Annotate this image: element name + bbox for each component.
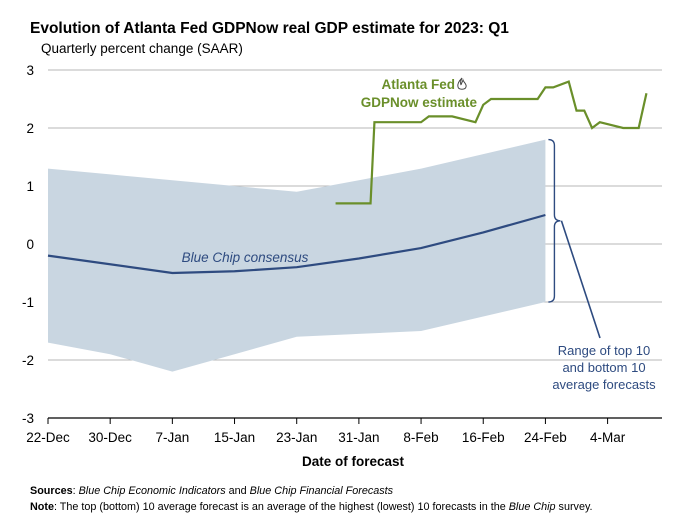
x-tick-label: 30-Dec [88, 430, 132, 445]
source-1: Blue Chip Economic Indicators [78, 485, 226, 497]
x-tick-label: 16-Feb [462, 430, 505, 445]
x-axis-title: Date of forecast [302, 454, 405, 469]
y-tick-label: 0 [26, 237, 34, 252]
y-tick-label: 1 [26, 179, 34, 194]
flame-icon [457, 77, 467, 90]
y-tick-label: 2 [26, 121, 34, 136]
source-2: Blue Chip Financial Forecasts [249, 485, 394, 497]
note-label: Note [30, 501, 54, 513]
x-tick-label: 23-Jan [276, 430, 317, 445]
sources-label: Sources [30, 485, 73, 497]
gdpnow-chart: Evolution of Atlanta Fed GDPNow real GDP… [22, 20, 662, 469]
y-tick-label: 3 [26, 63, 34, 78]
y-tick-label: -3 [22, 411, 34, 426]
blue-chip-label-text: Blue Chip consensus [182, 250, 309, 265]
x-axis-ticks: 22-Dec 30-Dec 7-Jan 15-Jan 23-Jan 31-Jan 8-Feb… [26, 418, 626, 445]
gdpnow-label-line1: Atlanta Fed [381, 77, 455, 92]
sources-note: Sources: Blue Chip Economic Indicators a… [30, 485, 394, 497]
gdpnow-estimate-line [335, 80, 648, 205]
blue-chip-consensus-label: Blue Chip consensus [182, 250, 309, 265]
x-tick-label: 7-Jan [155, 430, 189, 445]
range-leader-line [560, 220, 601, 339]
note-text-1: : The top (bottom) 10 average forecast i… [54, 501, 509, 513]
gdpnow-label-line2: GDPNow estimate [361, 95, 478, 110]
range-band [48, 139, 546, 372]
y-tick-label: -2 [22, 353, 34, 368]
x-tick-label: 22-Dec [26, 430, 70, 445]
chart-subtitle: Quarterly percent change (SAAR) [41, 41, 243, 56]
range-label-line1: Range of top 10 [558, 343, 651, 358]
note-italic: Blue Chip [508, 501, 556, 513]
chart-title: Evolution of Atlanta Fed GDPNow real GDP… [30, 20, 509, 37]
x-tick-label: 31-Jan [338, 430, 379, 445]
range-bracket [548, 138, 561, 303]
note-text-2: survey. [555, 501, 593, 513]
y-axis-ticks: 3 2 1 0 -1 -2 -3 [22, 63, 34, 426]
range-label-line2: and bottom 10 [562, 360, 645, 375]
x-tick-label: 4-Mar [590, 430, 626, 445]
y-tick-label: -1 [22, 295, 34, 310]
sources-and: and [225, 485, 250, 497]
x-tick-label: 15-Jan [214, 430, 255, 445]
range-label-line3: average forecasts [552, 377, 656, 392]
x-tick-label: 24-Feb [524, 430, 567, 445]
footnote: Note: The top (bottom) 10 average foreca… [30, 501, 593, 513]
x-tick-label: 8-Feb [403, 430, 438, 445]
blue-chip-consensus-line [47, 213, 546, 275]
